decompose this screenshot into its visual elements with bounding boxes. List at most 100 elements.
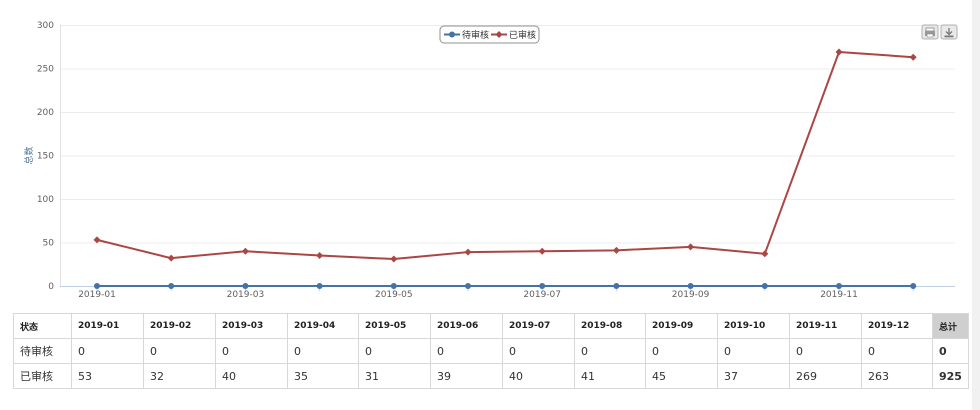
table-cell: 0 [215, 338, 288, 364]
data-point-pending [761, 283, 768, 289]
data-point-pending [836, 283, 842, 289]
data-point-approved [835, 48, 843, 56]
table-cell: 0 [143, 338, 216, 364]
table-cell: 45 [645, 363, 718, 389]
status-header: 状态 [13, 313, 72, 339]
print-icon [925, 27, 935, 38]
table-cell: 0 [287, 338, 359, 364]
table-cell: 35 [287, 363, 359, 389]
row-label: 待审核 [13, 338, 72, 364]
row-total: 0 [932, 338, 969, 364]
table-cell: 0 [430, 338, 503, 364]
gridlines [60, 25, 955, 287]
x-tick-label: 2019-07 [523, 290, 561, 300]
y-tick-label: 50 [43, 239, 55, 249]
month-header: 2019-12 [861, 313, 933, 339]
table-cell: 0 [358, 338, 431, 364]
table-cell: 0 [717, 338, 790, 364]
y-tick-label: 300 [37, 21, 54, 31]
month-header: 2019-11 [789, 313, 862, 339]
table-cell: 40 [215, 363, 288, 389]
table-cell: 40 [502, 363, 575, 389]
data-point-approved [909, 53, 917, 61]
data-point-approved [612, 246, 620, 254]
y-tick-label: 150 [37, 152, 54, 162]
table-cell: 263 [861, 363, 933, 389]
x-tick-label: 2019-11 [820, 290, 858, 300]
table-cell: 0 [645, 338, 718, 364]
table-cell: 0 [502, 338, 575, 364]
data-point-approved [687, 243, 695, 251]
row-label: 已审核 [13, 363, 72, 389]
table-cell: 37 [717, 363, 790, 389]
vertical-scrollbar[interactable] [972, 0, 980, 410]
data-point-pending [465, 283, 471, 289]
data-point-approved [390, 255, 398, 263]
legend-item-approved[interactable]: 已审核 [491, 29, 536, 41]
data-point-pending [242, 283, 249, 289]
y-tick-label: 250 [37, 65, 54, 75]
month-header: 2019-01 [71, 313, 144, 339]
x-tick-label: 2019-05 [375, 290, 413, 300]
table-row: 待审核 0 0 0 0 0 0 0 0 0 0 0 0 0 [13, 338, 969, 364]
month-header: 2019-06 [430, 313, 503, 339]
table-cell: 53 [71, 363, 144, 389]
table-header-row: 状态 2019-01 2019-02 2019-03 2019-04 2019-… [13, 313, 969, 339]
data-point-approved [316, 252, 324, 260]
data-point-approved [167, 254, 175, 262]
table-cell: 0 [789, 338, 862, 364]
row-total: 925 [932, 363, 969, 389]
x-axis: 2019-01 2019-03 2019-05 2019-07 2019-09 2019-… [60, 286, 955, 300]
data-point-pending [390, 283, 397, 289]
legend-marker-approved [495, 31, 503, 38]
data-point-approved [93, 236, 101, 244]
data-point-pending [910, 283, 917, 289]
table-cell: 0 [861, 338, 933, 364]
month-header: 2019-07 [502, 313, 575, 339]
table-cell: 39 [430, 363, 503, 389]
print-button[interactable] [921, 24, 939, 40]
legend-label-approved: 已审核 [509, 29, 536, 41]
y-tick-label: 0 [48, 282, 54, 292]
month-header: 2019-03 [215, 313, 288, 339]
data-point-approved [241, 247, 249, 255]
table-cell: 31 [358, 363, 431, 389]
table-row: 已审核 53 32 40 35 31 39 40 41 45 37 269 26… [13, 363, 969, 389]
data-point-approved [761, 250, 769, 258]
data-point-approved [538, 247, 546, 255]
data-point-pending [539, 283, 546, 289]
data-point-pending [94, 283, 100, 289]
x-tick-label: 2019-01 [78, 290, 116, 300]
table-cell: 0 [574, 338, 646, 364]
series-line-approved [96, 50, 914, 261]
legend-marker-pending [449, 31, 455, 38]
legend-item-pending[interactable]: 待审核 [444, 29, 489, 41]
month-header: 2019-09 [645, 313, 718, 339]
data-table: 状态 2019-01 2019-02 2019-03 2019-04 2019-… [13, 313, 969, 389]
month-header: 2019-05 [358, 313, 431, 339]
data-point-pending [687, 283, 694, 289]
x-tick-label: 2019-03 [227, 290, 265, 300]
table-cell: 0 [71, 338, 144, 364]
series-lines [93, 48, 917, 289]
data-point-pending [316, 283, 323, 289]
month-header: 2019-04 [287, 313, 359, 339]
x-tick-label: 2019-09 [672, 290, 710, 300]
y-tick-label: 200 [37, 108, 54, 118]
table-cell: 269 [789, 363, 862, 389]
total-header: 总计 [932, 313, 969, 339]
data-point-approved [464, 248, 472, 256]
month-header: 2019-02 [143, 313, 216, 339]
legend-label-pending: 待审核 [462, 29, 489, 41]
table-cell: 32 [143, 363, 216, 389]
month-header: 2019-10 [717, 313, 790, 339]
month-header: 2019-08 [574, 313, 646, 339]
download-icon [944, 28, 954, 38]
y-tick-label: 100 [37, 195, 54, 205]
data-point-pending [613, 283, 620, 289]
y-axis-ticks: 0 50 100 150 200 250 300 [37, 21, 54, 292]
legend[interactable]: 待审核 已审核 [439, 25, 540, 44]
data-point-pending [168, 283, 175, 289]
export-button[interactable] [940, 24, 958, 40]
